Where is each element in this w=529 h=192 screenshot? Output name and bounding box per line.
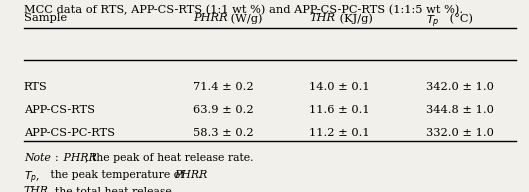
Text: RTS: RTS: [24, 82, 48, 92]
Text: Sample: Sample: [24, 13, 67, 23]
Text: PHRR: PHRR: [193, 13, 228, 23]
Text: $\mathit{T}_p$,: $\mathit{T}_p$,: [24, 170, 40, 186]
Text: PHRR: PHRR: [60, 153, 97, 163]
Text: 71.4 ± 0.2: 71.4 ± 0.2: [193, 82, 254, 92]
Text: , the total heat release.: , the total heat release.: [48, 186, 175, 192]
Text: THR: THR: [24, 186, 49, 192]
Text: 11.6 ± 0.1: 11.6 ± 0.1: [309, 105, 370, 115]
Text: 344.8 ± 1.0: 344.8 ± 1.0: [426, 105, 494, 115]
Text: APP-CS-RTS: APP-CS-RTS: [24, 105, 95, 115]
Text: 332.0 ± 1.0: 332.0 ± 1.0: [426, 128, 494, 138]
Text: , the peak of heat release rate.: , the peak of heat release rate.: [85, 153, 253, 163]
Text: Note: Note: [24, 153, 51, 163]
Text: 63.9 ± 0.2: 63.9 ± 0.2: [193, 105, 254, 115]
Text: $\mathit{T}_p$: $\mathit{T}_p$: [426, 13, 440, 30]
Text: 14.0 ± 0.1: 14.0 ± 0.1: [309, 82, 370, 92]
Text: .: .: [198, 170, 202, 180]
Text: PHRR: PHRR: [175, 170, 208, 180]
Text: (W/g): (W/g): [227, 13, 263, 24]
Text: (°C): (°C): [446, 13, 473, 24]
Text: APP-CS-PC-RTS: APP-CS-PC-RTS: [24, 128, 115, 138]
Text: 11.2 ± 0.1: 11.2 ± 0.1: [309, 128, 370, 138]
Text: MCC data of RTS, APP-CS-RTS (1:1 wt %) and APP-CS-PC-RTS (1:1:5 wt %).: MCC data of RTS, APP-CS-RTS (1:1 wt %) a…: [24, 5, 463, 15]
Text: the peak temperature of: the peak temperature of: [47, 170, 187, 180]
Text: (KJ/g): (KJ/g): [336, 13, 373, 24]
Text: 342.0 ± 1.0: 342.0 ± 1.0: [426, 82, 494, 92]
Text: THR: THR: [309, 13, 335, 23]
Text: :: :: [54, 153, 58, 163]
Text: 58.3 ± 0.2: 58.3 ± 0.2: [193, 128, 254, 138]
